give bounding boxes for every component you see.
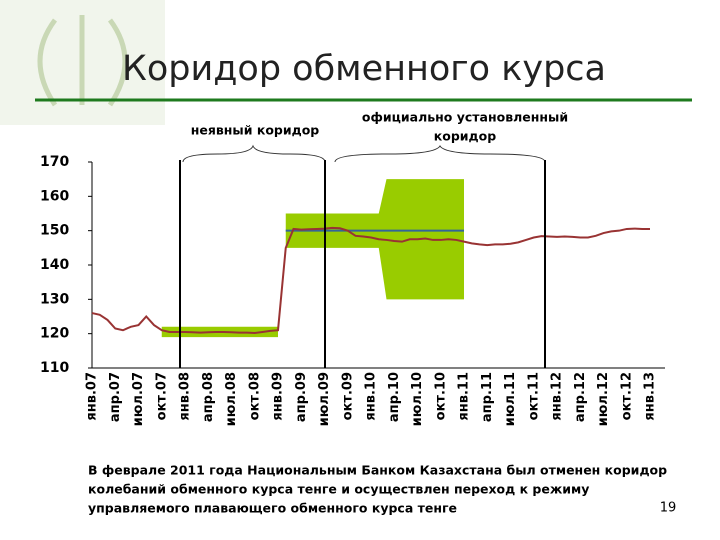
y-tick-label: 140 — [40, 257, 69, 273]
caption: колебаний обменного курса тенге и осущес… — [88, 482, 589, 497]
x-tick-label: окт.10 — [433, 372, 448, 420]
x-tick-label: июл.10 — [410, 372, 425, 426]
y-tick-label: 130 — [40, 291, 69, 307]
series-line — [91, 226, 650, 334]
logo — [37, 15, 128, 107]
x-tick-label: июл.07 — [131, 372, 146, 426]
caption: В феврале 2011 года Национальным Банком … — [88, 463, 667, 478]
x-tick-label: янв.09 — [271, 372, 286, 421]
x-tick-label: янв.07 — [85, 372, 100, 421]
x-tick-label: апр.10 — [387, 372, 402, 422]
y-tick-label: 160 — [40, 188, 69, 204]
y-tick-label: 120 — [40, 326, 69, 342]
brace — [334, 145, 546, 163]
x-tick-label: июл.09 — [317, 372, 332, 426]
plot: 110 120 130 140 150 160 170 янв.07 апр.07 июл.07 о… — [40, 154, 665, 426]
annotation: неявный коридор — [191, 123, 320, 138]
page-number: 19 — [660, 501, 677, 516]
period-lines — [179, 160, 546, 368]
x-tick-label: апр.07 — [108, 372, 123, 422]
x-tick-label: янв.11 — [457, 372, 472, 421]
x-tick-label: окт.09 — [340, 372, 355, 420]
x-tick-label: окт.07 — [154, 372, 169, 420]
annotation: коридор — [434, 129, 496, 144]
x-tick-label: апр.09 — [294, 372, 309, 422]
slide-title: Коридор обменного курса — [122, 49, 606, 89]
annotation: официально установленный — [362, 110, 568, 125]
x-tick-label: янв.12 — [550, 372, 565, 421]
x-tick-label: апр.11 — [480, 372, 495, 422]
caption: управляемого плавающего обменного курса … — [88, 501, 457, 516]
x-tick-label: июл.08 — [224, 372, 239, 426]
x-tick-label: окт.08 — [247, 372, 262, 420]
x-tick-label: янв.13 — [643, 372, 658, 421]
brace — [182, 144, 326, 163]
x-tick-label: окт.12 — [619, 372, 634, 420]
x-tick-label: янв.08 — [178, 372, 193, 421]
x-tick-label: апр.08 — [201, 372, 216, 422]
x-tick-label: июл.11 — [503, 372, 518, 426]
x-tick-label: апр.12 — [573, 372, 588, 422]
x-tick-label: янв.10 — [364, 372, 379, 421]
y-tick-label: 150 — [40, 223, 69, 239]
y-tick-label: 110 — [40, 360, 69, 376]
x-tick-label: окт.11 — [526, 372, 541, 420]
x-tick-label: июл.12 — [596, 372, 611, 426]
y-tick-label: 170 — [40, 154, 69, 170]
